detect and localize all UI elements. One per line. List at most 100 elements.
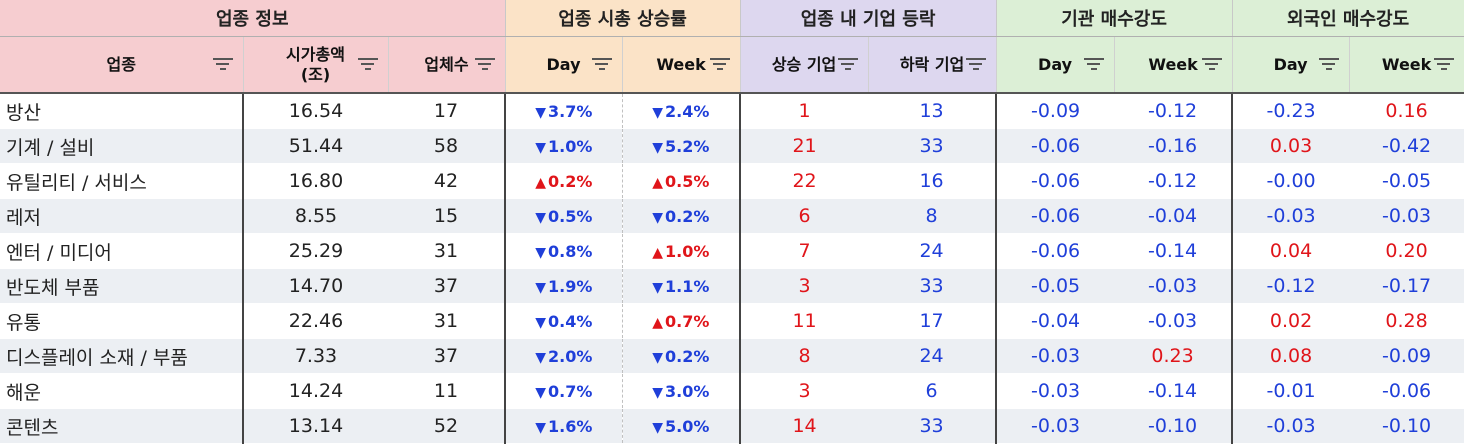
- col-cap-week[interactable]: Week: [622, 36, 741, 94]
- col-inst-day-label: Day: [1038, 54, 1073, 74]
- down-arrow-icon: ▼: [535, 279, 546, 296]
- filter-icon[interactable]: [709, 57, 730, 72]
- filter-icon[interactable]: [1433, 57, 1454, 72]
- cell-count: 11: [388, 373, 507, 409]
- col-inst-week[interactable]: Week: [1114, 36, 1233, 94]
- cell-up-count: 1: [740, 93, 869, 129]
- cell-up-count: 6: [740, 198, 869, 234]
- filter-icon[interactable]: [1083, 57, 1104, 72]
- down-arrow-icon: ▼: [652, 349, 663, 366]
- change-value: 5.0%: [664, 416, 710, 436]
- cell-sector: 레저: [0, 198, 244, 234]
- cell-inst-day: -0.05: [996, 268, 1115, 304]
- cell-foreign-week: -0.05: [1349, 163, 1464, 199]
- filter-icon[interactable]: [591, 57, 612, 72]
- cell-sector: 방산: [0, 93, 244, 129]
- cell-market-cap: 22.46: [243, 303, 388, 339]
- cell-cap-week: ▲ 0.7%: [622, 303, 742, 339]
- filter-icon[interactable]: [965, 57, 986, 72]
- cell-down-count: 6: [868, 373, 998, 409]
- group-header-row: 업종 정보 업종 시총 상승률 업종 내 기업 등락 기관 매수강도 외국인 매…: [0, 0, 1464, 37]
- table-row: 반도체 부품 14.70 37 ▼ 1.9% ▼ 1.1% 3 33 -0.05 -0.03 -0.1…: [0, 268, 1464, 304]
- cell-down-count: 17: [868, 303, 998, 339]
- change-value: 5.2%: [664, 136, 710, 156]
- cell-inst-week: -0.16: [1114, 128, 1234, 164]
- cell-count: 58: [388, 128, 507, 164]
- cell-up-count: 3: [740, 373, 869, 409]
- group-foreign-strength: 외국인 매수강도: [1232, 0, 1464, 37]
- cell-market-cap: 16.54: [243, 93, 388, 129]
- cell-foreign-week: -0.03: [1349, 198, 1464, 234]
- cell-cap-week: ▲ 0.5%: [622, 163, 742, 199]
- cell-cap-week: ▼ 0.2%: [622, 338, 742, 374]
- cell-foreign-day: -0.01: [1232, 373, 1350, 409]
- cell-inst-day: -0.06: [996, 128, 1115, 164]
- col-foreign-day-label: Day: [1273, 54, 1308, 74]
- col-cap-day-label: Day: [546, 54, 581, 74]
- cell-up-count: 11: [740, 303, 869, 339]
- cell-sector: 유통: [0, 303, 244, 339]
- change-value: 0.8%: [547, 241, 593, 261]
- down-arrow-icon: ▼: [535, 419, 546, 436]
- cell-foreign-week: -0.10: [1349, 408, 1464, 444]
- cell-inst-day: -0.03: [996, 338, 1115, 374]
- filter-icon[interactable]: [1201, 57, 1222, 72]
- cell-count: 31: [388, 233, 507, 269]
- cell-down-count: 24: [868, 338, 998, 374]
- cell-foreign-week: -0.42: [1349, 128, 1464, 164]
- cell-cap-week: ▼ 2.4%: [622, 93, 742, 129]
- col-count-label: 업체수: [424, 54, 469, 74]
- cell-inst-day: -0.03: [996, 408, 1115, 444]
- col-up[interactable]: 상승 기업: [740, 36, 869, 94]
- down-arrow-icon: ▼: [535, 314, 546, 331]
- column-header-row: 업종 시가총액 (조) 업체수 Day Week 상승 기업 하락 기업 Day…: [0, 36, 1464, 94]
- cell-down-count: 33: [868, 268, 998, 304]
- cell-count: 37: [388, 268, 507, 304]
- col-market-cap[interactable]: 시가총액 (조): [243, 36, 389, 94]
- cell-sector: 해운: [0, 373, 244, 409]
- cell-cap-week: ▼ 1.1%: [622, 268, 742, 304]
- cell-down-count: 8: [868, 198, 998, 234]
- filter-icon[interactable]: [474, 57, 495, 72]
- cell-count: 15: [388, 198, 507, 234]
- cell-inst-week: 0.23: [1114, 338, 1234, 374]
- col-foreign-week[interactable]: Week: [1349, 36, 1464, 94]
- col-foreign-day[interactable]: Day: [1232, 36, 1350, 94]
- table-row: 기계 / 설비 51.44 58 ▼ 1.0% ▼ 5.2% 21 33 -0.06 -0.16 0.…: [0, 128, 1464, 164]
- cell-count: 52: [388, 408, 507, 444]
- filter-icon[interactable]: [837, 57, 858, 72]
- down-arrow-icon: ▼: [652, 384, 663, 401]
- cell-foreign-day: -0.00: [1232, 163, 1350, 199]
- change-value: 1.6%: [547, 416, 593, 436]
- cell-cap-day: ▼ 1.0%: [505, 128, 623, 164]
- down-arrow-icon: ▼: [652, 419, 663, 436]
- down-arrow-icon: ▼: [535, 139, 546, 156]
- change-value: 0.2%: [664, 346, 710, 366]
- col-cap-week-label: Week: [656, 54, 706, 74]
- table-row: 유통 22.46 31 ▼ 0.4% ▲ 0.7% 11 17 -0.04 -0.03 0.02 0.2…: [0, 303, 1464, 339]
- cell-inst-day: -0.09: [996, 93, 1115, 129]
- cell-count: 42: [388, 163, 507, 199]
- change-value: 3.7%: [547, 101, 593, 121]
- cell-cap-day: ▼ 0.4%: [505, 303, 623, 339]
- col-inst-day[interactable]: Day: [996, 36, 1115, 94]
- cell-inst-week: -0.03: [1114, 303, 1234, 339]
- cell-cap-week: ▲ 1.0%: [622, 233, 742, 269]
- table-row: 유틸리티 / 서비스 16.80 42 ▲ 0.2% ▲ 0.5% 22 16 -0.06 -0.1…: [0, 163, 1464, 199]
- change-value: 0.4%: [547, 311, 593, 331]
- filter-icon[interactable]: [212, 57, 233, 72]
- cell-foreign-day: -0.23: [1232, 93, 1350, 129]
- cell-cap-week: ▼ 5.2%: [622, 128, 742, 164]
- cell-down-count: 33: [868, 408, 998, 444]
- table-body: 방산 16.54 17 ▼ 3.7% ▼ 2.4% 1 13 -0.09 -0.12 -0.23 0.1…: [0, 93, 1464, 444]
- filter-icon[interactable]: [357, 57, 378, 72]
- col-count[interactable]: 업체수: [388, 36, 506, 94]
- col-cap-day[interactable]: Day: [505, 36, 623, 94]
- change-value: 0.7%: [664, 311, 710, 331]
- col-down[interactable]: 하락 기업: [868, 36, 997, 94]
- table-row: 방산 16.54 17 ▼ 3.7% ▼ 2.4% 1 13 -0.09 -0.12 -0.23 0.1…: [0, 93, 1464, 129]
- col-sector[interactable]: 업종: [0, 36, 244, 94]
- filter-icon[interactable]: [1318, 57, 1339, 72]
- cell-inst-week: -0.10: [1114, 408, 1234, 444]
- cell-down-count: 13: [868, 93, 998, 129]
